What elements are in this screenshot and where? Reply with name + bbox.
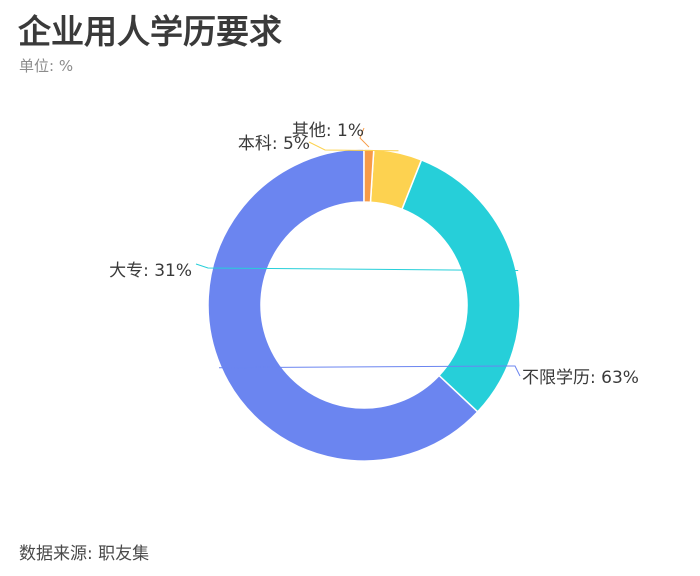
slice-label-4: 其他: 1% <box>292 121 364 141</box>
slice-2 <box>400 158 521 413</box>
chart-unit-subtitle: 单位: % <box>19 57 74 75</box>
slice-4 <box>363 148 375 203</box>
slice-label-2: 大专: 31% <box>109 261 192 281</box>
leader-line-3 <box>308 141 399 152</box>
slice-label-3: 本科: 5% <box>238 134 310 154</box>
chart-title: 企业用人学历要求 <box>18 12 282 51</box>
leader-line-2 <box>195 263 519 272</box>
label-leader-lines <box>195 127 521 377</box>
data-source-note: 数据来源: 职友集 <box>19 544 150 564</box>
donut-slices <box>207 148 521 462</box>
leader-line-4 <box>359 127 370 148</box>
slice-1 <box>207 148 479 462</box>
slice-label-1: 不限学历: 63% <box>522 368 639 388</box>
slice-labels: 不限学历: 63% 大专: 31% 本科: 5%其他: 1% <box>109 121 639 388</box>
leader-line-1 <box>218 365 521 377</box>
